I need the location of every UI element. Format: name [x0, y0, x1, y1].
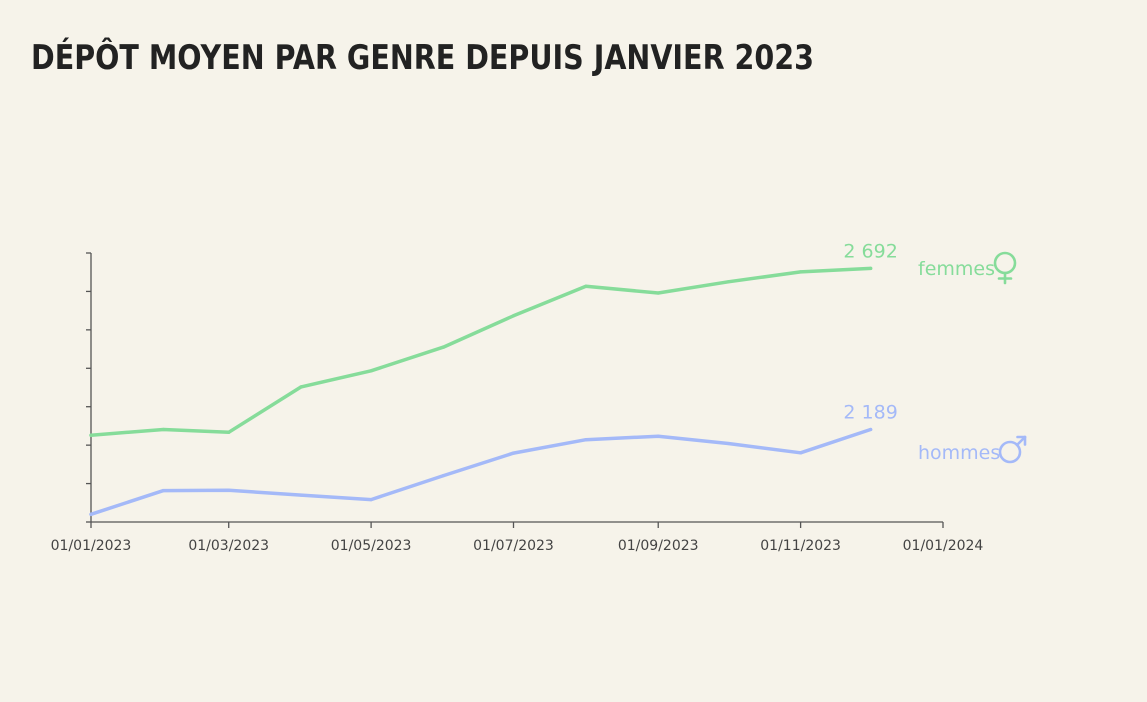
hommes-data-point [869, 427, 873, 432]
hommes-data-point [227, 488, 231, 492]
femmes-data-point [441, 345, 446, 349]
hommes-series-line [89, 427, 873, 517]
hommes-end-value-label: 2 189 [843, 401, 897, 423]
x-tick-label: 01/11/2023 [760, 538, 841, 554]
hommes-data-point [89, 512, 93, 516]
hommes-data-point [369, 497, 373, 502]
femmes-data-point [299, 385, 303, 389]
femmes-series-label: femmes [918, 258, 995, 280]
femmes-data-point [799, 270, 803, 274]
series-layer [89, 266, 873, 517]
hommes-data-point [441, 473, 446, 478]
hommes-data-point [656, 434, 660, 438]
x-tick-label: 01/05/2023 [331, 538, 412, 554]
femmes-data-point [584, 284, 588, 288]
femmes-data-point [726, 280, 730, 284]
y-ticks [86, 252, 91, 523]
hommes-data-point [726, 441, 730, 446]
femmes-data-point [656, 291, 660, 295]
femmes-data-point [369, 369, 373, 373]
femmes-data-point [89, 433, 93, 437]
femmes-data-point [869, 266, 873, 270]
hommes-data-point [799, 451, 803, 455]
femmes-data-point [161, 427, 165, 432]
x-tick-label: 01/09/2023 [618, 538, 699, 554]
femmes-data-point [511, 314, 516, 318]
x-tick-label: 01/01/2023 [51, 538, 132, 554]
femmes-data-point [227, 430, 231, 434]
femmes-end-value-label: 2 692 [843, 240, 897, 262]
hommes-data-point [511, 451, 516, 455]
chart-title: DÉPÔT MOYEN PAR GENRE DEPUIS JANVIER 202… [31, 38, 814, 78]
x-tick-label: 01/03/2023 [188, 538, 269, 554]
hommes-series-label: hommes [918, 442, 1000, 464]
x-tick-label: 01/07/2023 [473, 538, 554, 554]
x-tick-label: 01/01/2024 [903, 538, 984, 554]
femmes-series-line [89, 266, 873, 437]
male-symbol-icon [998, 435, 1027, 464]
axes: 01/01/2023 01/03/2023 01/05/2023 01/07/2023… [51, 252, 984, 554]
female-symbol-icon [993, 251, 1017, 285]
hommes-data-point [584, 438, 588, 442]
x-ticks: 01/01/2023 01/03/2023 01/05/2023 01/07/2023… [51, 522, 984, 554]
hommes-data-point [161, 489, 165, 493]
hommes-data-point [299, 493, 303, 497]
